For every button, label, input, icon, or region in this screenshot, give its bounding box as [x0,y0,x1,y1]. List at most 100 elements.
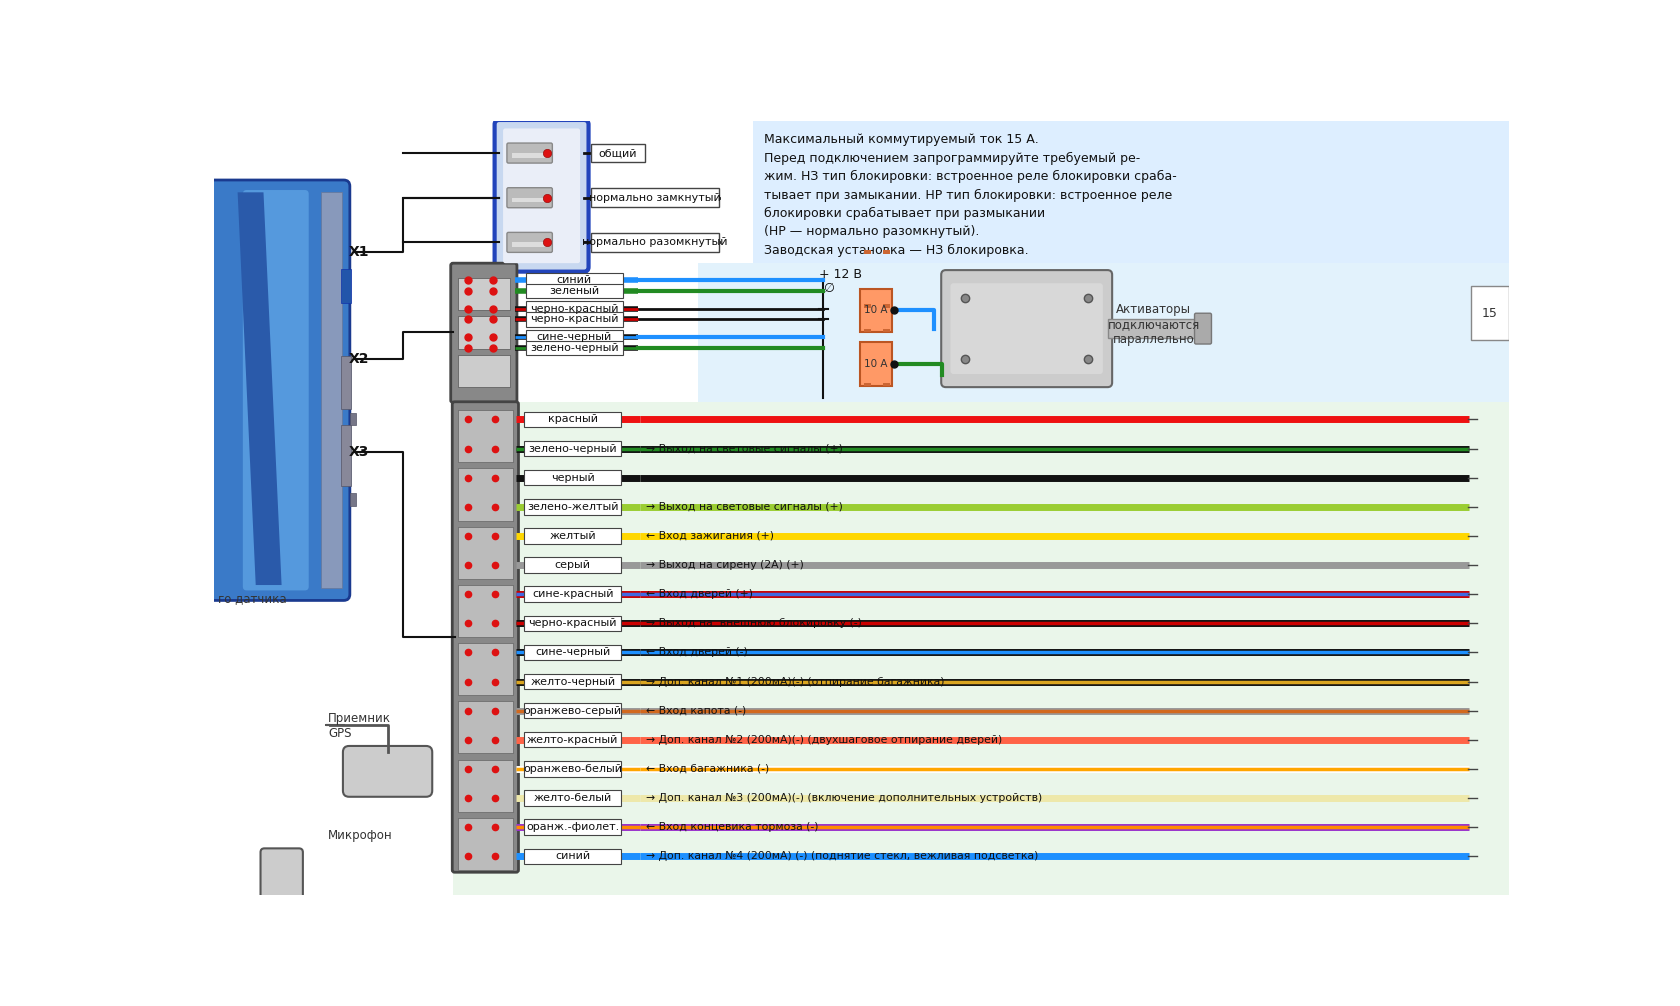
FancyBboxPatch shape [526,284,623,298]
Bar [457,355,509,387]
Text: синий: синий [554,851,590,861]
Text: ← Вход зажигания (+): ← Вход зажигания (+) [645,531,774,541]
Text: желто-черный: желто-черный [529,676,615,686]
Bar [349,412,356,425]
Text: → Выход на световые сигналы (+): → Выход на световые сигналы (+) [645,444,843,454]
Bar [349,493,356,506]
FancyBboxPatch shape [526,312,623,327]
Text: зелено-желтый: зелено-желтый [528,502,618,512]
FancyBboxPatch shape [502,129,580,264]
Bar [882,304,889,308]
Text: зелено-черный: зелено-черный [529,343,618,353]
FancyBboxPatch shape [1194,313,1211,344]
FancyBboxPatch shape [524,557,622,572]
Text: Микрофон: Микрофон [328,829,393,842]
FancyBboxPatch shape [452,401,517,872]
FancyBboxPatch shape [941,270,1112,387]
FancyBboxPatch shape [524,645,622,660]
FancyBboxPatch shape [524,732,622,747]
Text: зелено-черный: зелено-черный [528,444,617,454]
Bar [457,643,512,695]
Text: тывает при замыкании. НР тип блокировки: встроенное реле: тывает при замыкании. НР тип блокировки:… [764,188,1171,201]
Bar [864,304,870,308]
Polygon shape [237,192,282,585]
Bar [697,264,1509,401]
Text: ← Вход капота (-): ← Вход капота (-) [645,705,746,715]
Bar [341,355,351,409]
Text: черный: черный [551,473,595,483]
FancyBboxPatch shape [507,188,553,207]
Text: ← Вход концевика тормоза (-): ← Вход концевика тормоза (-) [645,822,818,832]
Text: ← Вход багажника (-): ← Вход багажника (-) [645,764,769,774]
Text: → Доп. канал №2 (200мА)(-) (двухшаговое отпирание дверей): → Доп. канал №2 (200мА)(-) (двухшаговое … [645,734,1001,744]
Bar [457,278,509,310]
Text: сине-черный: сине-черный [536,332,612,342]
FancyBboxPatch shape [526,301,623,316]
Bar [511,242,548,247]
Text: → Выход на световые сигналы (+): → Выход на световые сигналы (+) [645,502,843,512]
Bar [1470,287,1509,340]
FancyBboxPatch shape [526,273,623,288]
Bar [457,469,512,520]
Text: черно-красный: черно-красный [528,619,617,629]
Text: 15: 15 [1480,307,1497,320]
Bar [864,250,870,254]
Bar [1107,319,1196,338]
Text: 10 А: 10 А [864,305,887,315]
Text: зеленый: зеленый [549,286,600,296]
Text: общий: общий [598,148,637,158]
FancyBboxPatch shape [526,330,623,344]
Text: сине-красный: сине-красный [531,590,613,600]
Text: блокировки срабатывает при размыкании: блокировки срабатывает при размыкании [764,207,1045,220]
Text: черно-красный: черно-красный [529,315,618,324]
Bar [341,425,351,487]
FancyBboxPatch shape [949,284,1102,374]
FancyBboxPatch shape [590,144,645,162]
Text: нормально замкнутый: нормально замкнутый [590,193,721,203]
FancyBboxPatch shape [524,820,622,835]
Text: X1: X1 [349,244,370,259]
FancyBboxPatch shape [524,470,622,486]
FancyBboxPatch shape [208,180,349,601]
Text: го датчика: го датчика [218,592,287,605]
FancyBboxPatch shape [524,703,622,718]
Bar [882,250,889,254]
Text: жим. НЗ тип блокировки: встроенное реле блокировки сраба-: жим. НЗ тип блокировки: встроенное реле … [764,170,1176,183]
Bar [511,153,548,158]
Text: нормально разомкнутый: нормально разомкнутый [581,237,727,247]
Text: желто-красный: желто-красный [528,734,618,744]
Bar [864,382,870,386]
Text: Перед подключением запрограммируйте требуемый ре-: Перед подключением запрограммируйте треб… [764,152,1139,165]
Bar [457,316,509,349]
FancyBboxPatch shape [524,848,622,864]
FancyBboxPatch shape [524,791,622,806]
Bar [753,121,1509,264]
Text: X2: X2 [349,352,370,366]
Text: серый: серый [554,560,590,570]
Text: красный: красный [548,414,598,425]
Text: → Доп. канал №3 (200мА)(-) (включение дополнительных устройств): → Доп. канал №3 (200мА)(-) (включение до… [645,793,1042,803]
Bar [321,192,343,589]
Text: ∅: ∅ [822,282,833,295]
FancyBboxPatch shape [524,674,622,689]
FancyBboxPatch shape [242,190,309,591]
FancyBboxPatch shape [526,341,623,355]
Text: (НР — нормально разомкнутый).: (НР — нормально разомкнутый). [764,225,979,238]
Text: желтый: желтый [549,531,596,541]
Text: + 12 В: + 12 В [818,269,862,282]
Bar [457,527,512,578]
Text: → Доп. канал №4 (200мА) (-) (поднятие стекл, вежливая подсветка): → Доп. канал №4 (200мА) (-) (поднятие ст… [645,851,1038,861]
Text: Приемник
GPS: Приемник GPS [328,712,391,740]
Text: → Выход на сирену (2А) (+): → Выход на сирену (2А) (+) [645,560,803,570]
FancyBboxPatch shape [858,342,892,385]
Text: сине-черный: сине-черный [534,648,610,657]
Text: ← Вход дверей (+): ← Вход дверей (+) [645,590,753,600]
Text: оранжево-белый: оранжево-белый [522,764,622,774]
FancyBboxPatch shape [590,188,719,207]
FancyBboxPatch shape [524,499,622,514]
Bar [457,410,512,463]
FancyBboxPatch shape [450,264,517,402]
FancyBboxPatch shape [524,441,622,457]
FancyBboxPatch shape [260,848,302,898]
Bar [457,760,512,812]
